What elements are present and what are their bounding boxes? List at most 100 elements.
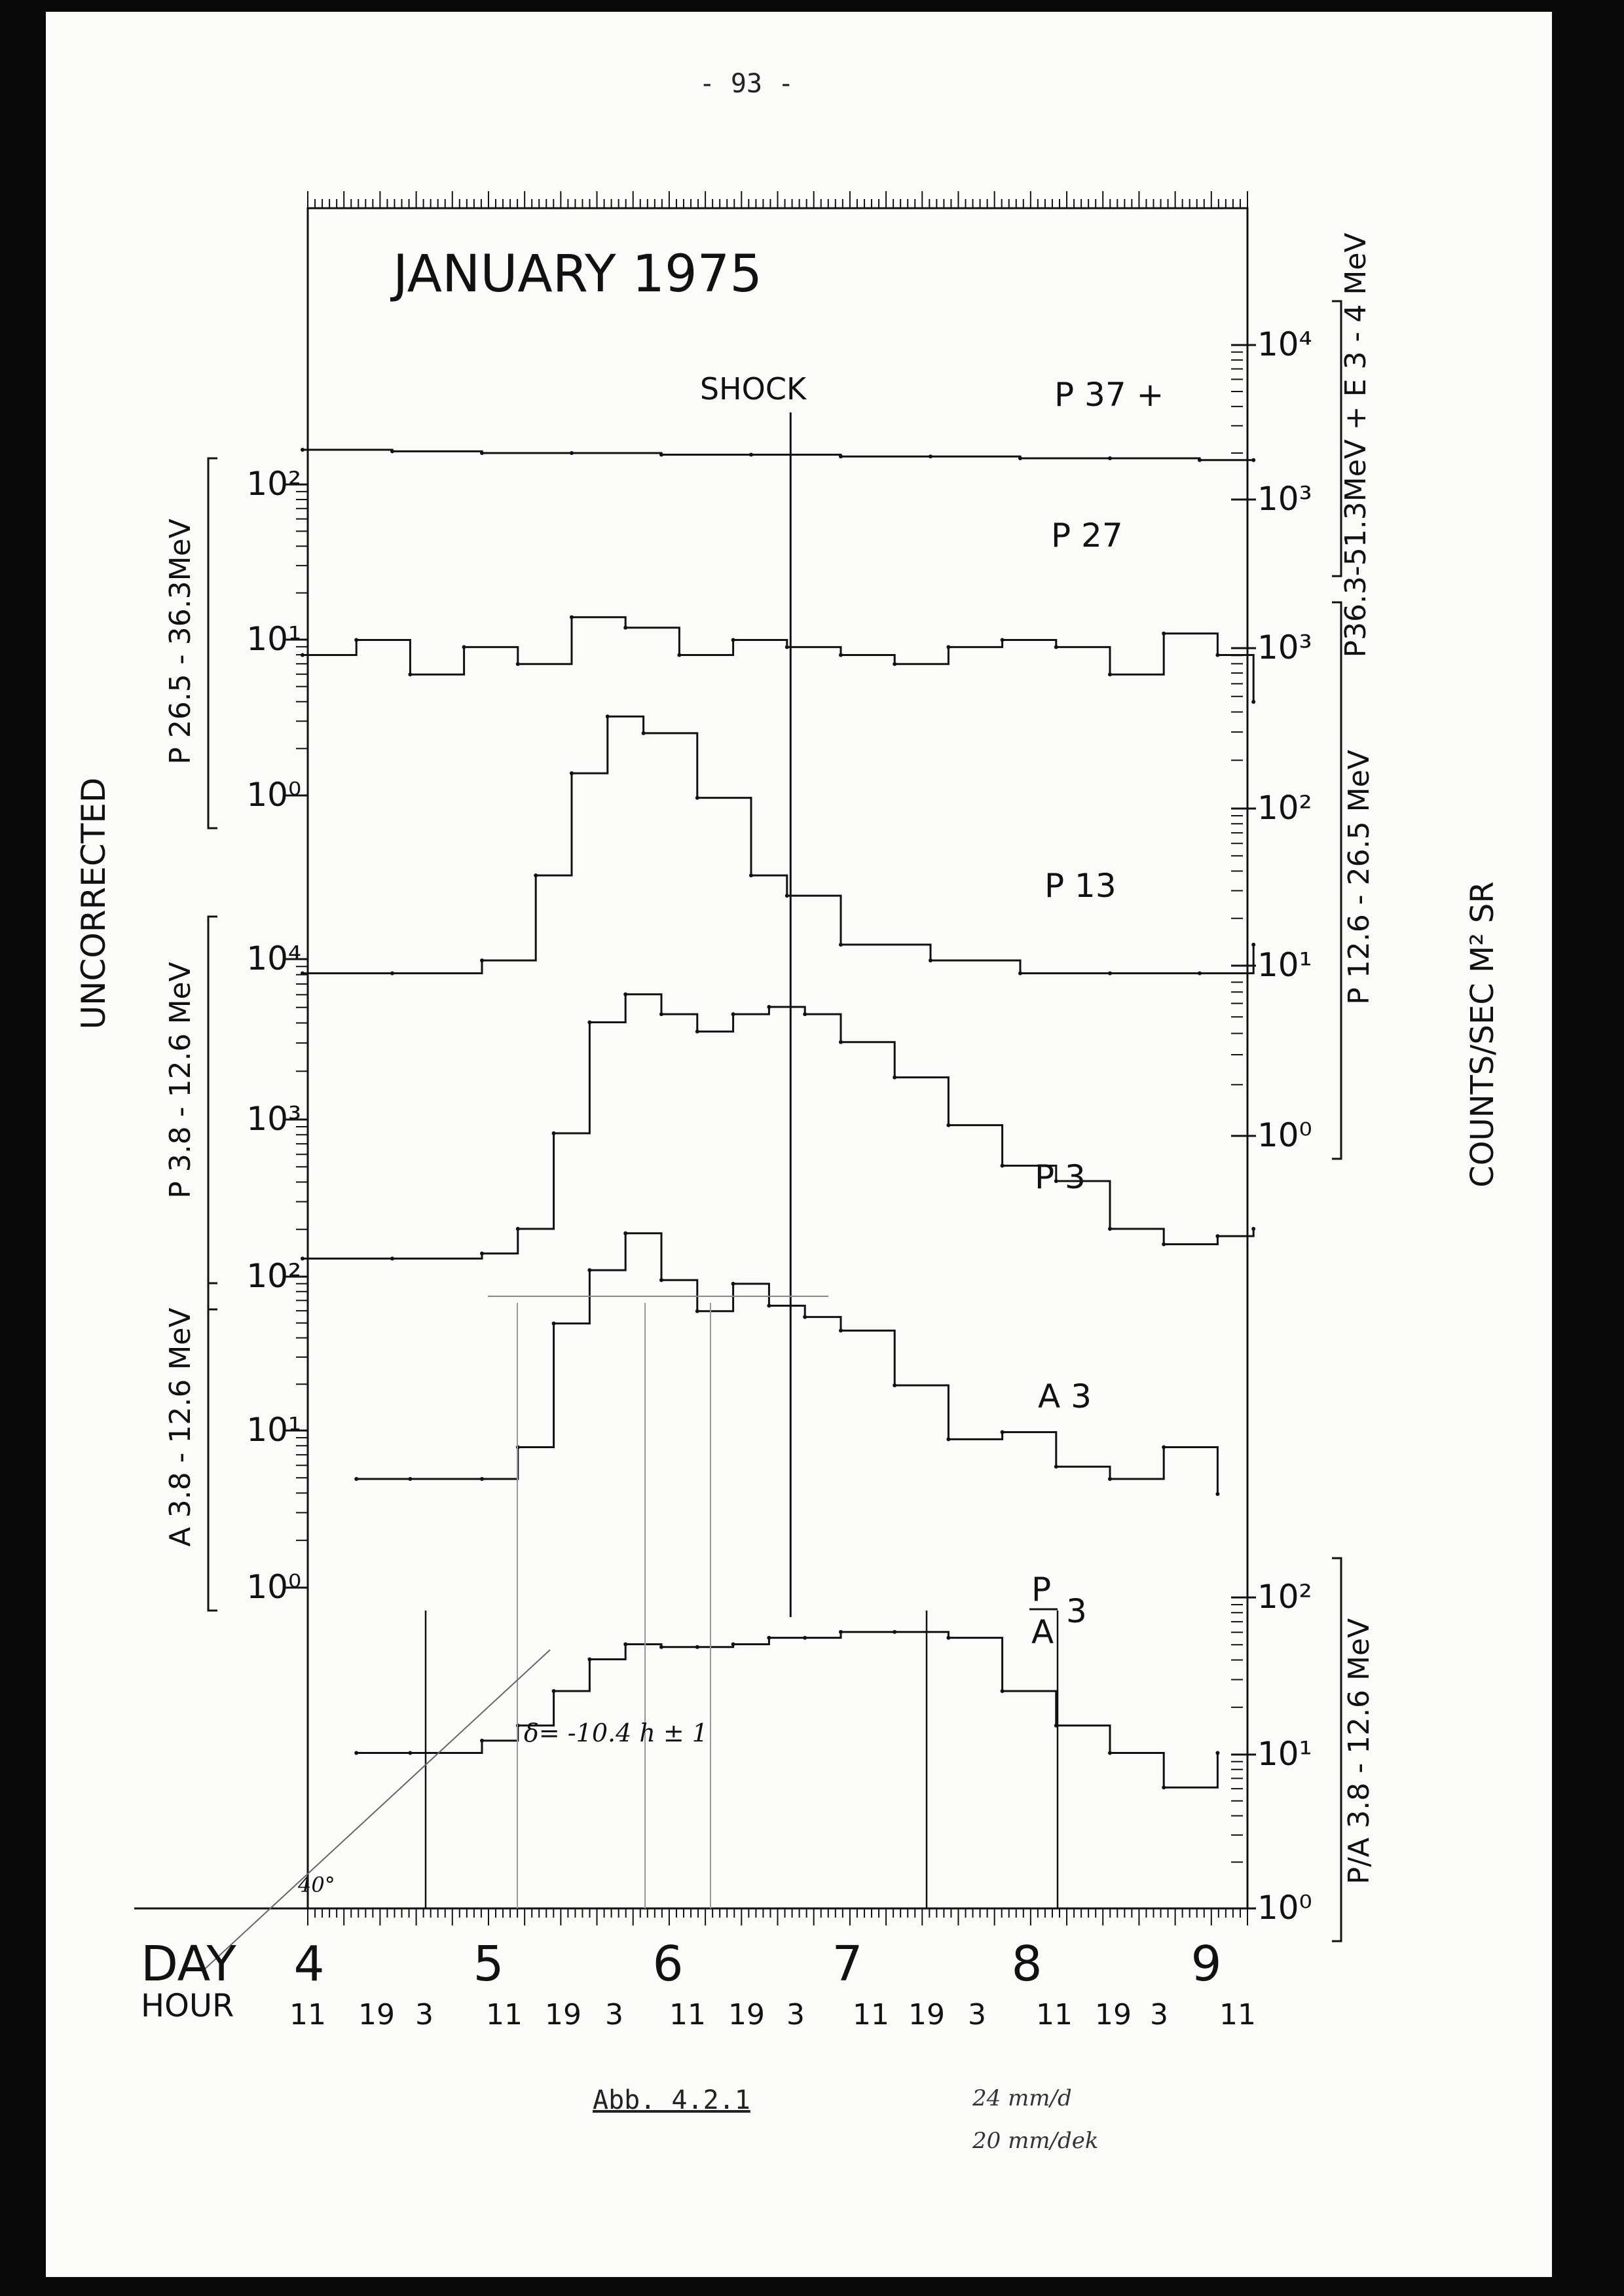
data-point-p13 [929, 958, 932, 963]
axis-bracket [207, 457, 217, 829]
data-point-p3 [301, 1256, 304, 1261]
figure-caption: Abb. 4.2.1 [593, 2085, 750, 2115]
series-line-a3 [356, 1232, 1219, 1495]
data-point-p13 [695, 795, 699, 800]
hour-tick-label: 3 [415, 1998, 434, 2032]
series-line-p13 [303, 715, 1255, 975]
data-point-a3 [1000, 1430, 1005, 1434]
axis-bracket [1332, 601, 1342, 1160]
data-point-p3 [1215, 1234, 1220, 1239]
data-point-p37 [659, 452, 663, 457]
tick-label-a3: 10⁰ [246, 1568, 301, 1606]
data-point-p27 [623, 625, 628, 630]
data-point-p27 [570, 615, 574, 619]
data-point-p13 [390, 971, 394, 975]
data-point-p13 [749, 873, 753, 878]
data-point-p37 [570, 450, 574, 455]
data-point-pa3 [480, 1738, 484, 1743]
data-point-a3 [587, 1268, 592, 1273]
scale-note-2: 20 mm/dek [972, 2128, 1099, 2154]
data-point-pa3 [354, 1751, 359, 1755]
data-point-p3 [587, 1020, 592, 1025]
data-point-p37 [1251, 458, 1256, 462]
x-axis-day-label: DAY [141, 1936, 237, 1992]
data-point-p27 [1162, 631, 1166, 636]
data-point-p3 [390, 1256, 394, 1261]
data-point-pa3 [408, 1751, 413, 1755]
hour-tick-label: 3 [786, 1998, 805, 2032]
data-point-p13 [1251, 942, 1256, 947]
data-point-pa3 [946, 1635, 951, 1640]
axis-bracket [1332, 1557, 1342, 1942]
tick-label-p3: 10⁴ [246, 939, 301, 977]
data-point-p27 [462, 645, 466, 649]
series-line-p37 [303, 448, 1254, 462]
data-point-p3 [1162, 1242, 1166, 1247]
data-point-p3 [1108, 1227, 1112, 1231]
data-point-p13 [570, 771, 574, 776]
data-point-a3 [731, 1281, 735, 1286]
data-point-p13 [1018, 971, 1022, 975]
data-point-p27 [515, 662, 520, 666]
data-point-p37 [390, 449, 394, 454]
data-point-p27 [784, 645, 789, 649]
series-line-p3 [303, 993, 1255, 1260]
plot-border [306, 207, 1249, 1910]
data-point-a3 [1215, 1492, 1220, 1497]
hour-tick-label: 11 [853, 1998, 889, 2032]
x-axis-hour-label: HOUR [141, 1988, 234, 2024]
data-point-p27 [893, 662, 897, 666]
data-point-p27 [1108, 672, 1112, 677]
day-tick-label: 7 [832, 1936, 862, 1992]
data-point-pa3 [803, 1635, 807, 1640]
right-title: COUNTS/SEC M² SR [1464, 881, 1501, 1188]
data-point-p3 [946, 1123, 951, 1127]
tick-label-p27: 10¹ [246, 620, 301, 658]
shock-label: SHOCK [700, 371, 807, 407]
data-point-a3 [803, 1315, 807, 1319]
channel-label-pa-suffix: 3 [1066, 1592, 1087, 1630]
data-point-pa3 [893, 1630, 897, 1634]
text-layer: 10³ 10⁴ P36.3-51.3MeV + E 3 - 4 MeV 10⁰ 10¹ 1… [75, 232, 1501, 2032]
tick-label-pa3: 10² [1257, 1578, 1312, 1616]
data-point-a3 [1162, 1445, 1166, 1449]
data-point-p13 [839, 942, 843, 947]
data-point-pa3 [551, 1688, 556, 1693]
day-tick-label: 4 [293, 1936, 324, 1992]
data-point-a3 [408, 1476, 413, 1481]
hour-tick-label: 19 [728, 1998, 765, 2032]
data-point-p37 [1198, 458, 1202, 462]
data-point-a3 [659, 1278, 663, 1283]
hour-tick-label: 3 [605, 1998, 623, 2032]
tick-label-p37: 10⁴ [1257, 325, 1312, 363]
data-point-p13 [605, 714, 610, 719]
data-point-p3 [515, 1227, 520, 1231]
tick-label-p13: 10³ [1257, 629, 1312, 666]
data-point-pa3 [767, 1635, 771, 1640]
data-point-a3 [480, 1476, 484, 1481]
series-line-p27 [303, 616, 1255, 702]
data-point-a3 [623, 1231, 628, 1235]
hour-tick-label: 11 [669, 1998, 706, 2032]
channel-label-p37: P 37 + [1054, 376, 1164, 414]
series-layer [202, 412, 1256, 1971]
data-point-p3 [695, 1029, 699, 1034]
data-point-p3 [623, 992, 628, 996]
data-point-pa3 [659, 1645, 663, 1649]
data-point-p27 [1000, 638, 1005, 642]
data-point-pa3 [587, 1657, 592, 1662]
tick-label-p13: 10¹ [1257, 946, 1312, 984]
data-point-p37 [929, 454, 932, 459]
data-point-p3 [767, 1004, 771, 1009]
data-point-p37 [839, 454, 843, 459]
tick-label-p13: 10⁰ [1257, 1116, 1312, 1154]
channel-label-pa-top: P [1031, 1571, 1051, 1609]
hour-tick-label: 19 [545, 1998, 581, 2032]
data-point-p3 [803, 1012, 807, 1017]
tick-label-p37: 10³ [1257, 480, 1312, 518]
data-point-p3 [893, 1075, 897, 1080]
data-point-p37 [301, 447, 304, 452]
day-tick-label: 9 [1190, 1936, 1221, 1992]
data-point-p3 [839, 1040, 843, 1044]
axis-label-a3: A 3.8 - 12.6 MeV [164, 1308, 197, 1547]
